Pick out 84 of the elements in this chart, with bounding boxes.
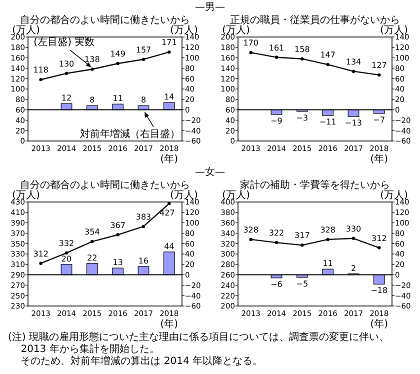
data-label: 20: [61, 254, 72, 264]
text: そのため、対前年増減の算出は 2014 年以降となる。: [8, 355, 263, 367]
point: [64, 72, 68, 75]
data-label: −6: [270, 280, 282, 289]
data-label: 354: [84, 228, 100, 237]
point: [90, 240, 94, 244]
point: [90, 68, 94, 71]
chart-title: 正規の職員・従業員の仕事がないから: [230, 14, 400, 26]
data-label: 328: [243, 225, 258, 234]
data-label: 134: [346, 57, 362, 66]
data-label: −9: [270, 116, 282, 126]
data-label: 11: [112, 94, 123, 104]
annotation: 対前年増減（右目盛）: [80, 128, 180, 140]
data-label: 383: [136, 212, 152, 222]
point: [274, 240, 278, 244]
point: [116, 62, 120, 66]
data-label: 12: [61, 94, 72, 103]
data-label: 312: [33, 249, 48, 258]
data-label: 149: [110, 50, 126, 59]
data-label: 44: [164, 242, 174, 251]
data-label: 147: [320, 50, 336, 60]
x-axis-title: (年): [370, 318, 388, 330]
text: (注) 現職の雇用形態についた主な理由に係る項目については、調査票の変更に伴い、2013 年から集計を開始した。: [8, 331, 389, 355]
data-label: 332: [58, 238, 74, 248]
data-label: −7: [373, 115, 386, 124]
text: —女—: [195, 166, 225, 178]
data-label: 157: [136, 45, 152, 54]
point: [249, 51, 252, 54]
data-label: 2: [350, 264, 356, 273]
point: [39, 262, 42, 265]
point: [142, 224, 146, 228]
data-label: 13: [112, 258, 123, 268]
point: [326, 238, 330, 242]
point: [352, 236, 356, 240]
x-axis-title: (年): [160, 318, 178, 330]
text: —男—: [195, 2, 225, 13]
data-label: 367: [110, 220, 126, 230]
x-axis-title: (年): [370, 153, 388, 165]
chart-title: 自分の都合のよい時間に働きたいから: [20, 14, 190, 26]
data-label: 161: [268, 43, 284, 52]
point: [116, 233, 120, 236]
data-label: −5: [296, 279, 308, 288]
data-label: −18: [370, 286, 388, 296]
data-label: 130: [58, 59, 74, 68]
data-label: 170: [243, 38, 258, 48]
data-label: 322: [268, 228, 284, 238]
point: [300, 244, 304, 247]
point: [142, 58, 146, 61]
data-label: 317: [294, 231, 310, 240]
data-label: 312: [372, 234, 387, 243]
chart-title: 自分の都合のよい時間に働きたいから: [20, 179, 190, 191]
data-label: 330: [346, 224, 362, 234]
data-label: 138: [84, 55, 100, 64]
data-label: 171: [162, 38, 177, 48]
y-axis-title: (万人): [222, 190, 250, 201]
data-label: 118: [33, 66, 48, 75]
point: [64, 251, 68, 255]
data-label: −11: [319, 118, 336, 127]
point: [168, 50, 171, 54]
data-label: −3: [296, 113, 308, 122]
data-label: 8: [90, 96, 95, 105]
data-label: 328: [320, 225, 336, 234]
point: [39, 78, 42, 82]
point: [378, 246, 381, 250]
data-label: 8: [140, 96, 146, 105]
chart-title: 家計の補助・学費等を得たいから: [240, 179, 390, 191]
data-label: 11: [322, 259, 333, 268]
x-axis-title: (年): [160, 153, 178, 165]
y-axis-title: (万人): [12, 190, 40, 201]
data-label: 127: [372, 60, 387, 70]
point: [249, 238, 252, 242]
data-label: 16: [138, 256, 149, 266]
annotation: (左目盛) 実数: [34, 36, 95, 48]
data-label: 22: [87, 253, 98, 262]
point: [300, 57, 304, 60]
point: [168, 202, 171, 206]
point: [378, 73, 381, 77]
data-label: 427: [160, 208, 175, 218]
data-label: 14: [164, 92, 174, 102]
data-label: 158: [294, 44, 310, 54]
point: [326, 62, 330, 66]
point: [352, 70, 356, 73]
data-label: −13: [345, 118, 362, 128]
point: [274, 56, 278, 59]
